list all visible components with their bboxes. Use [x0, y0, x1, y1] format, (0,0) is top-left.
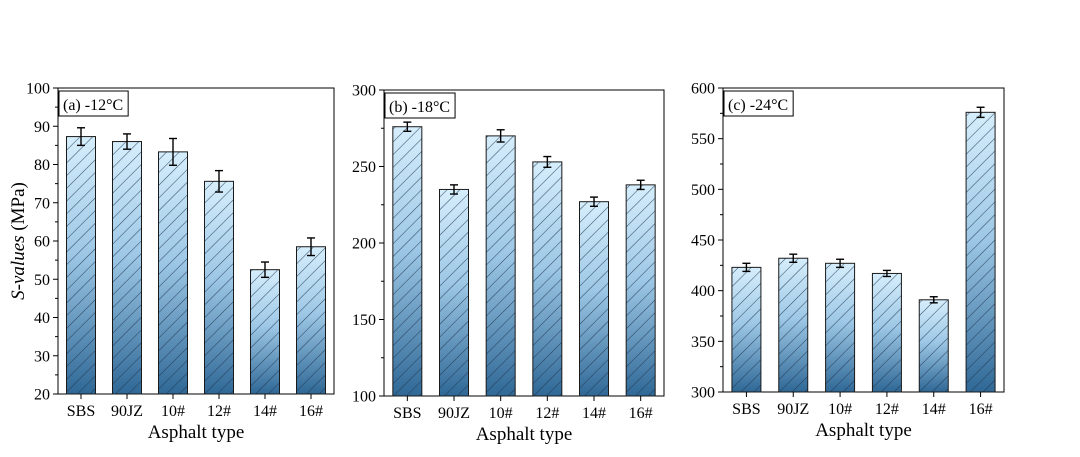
x-tick-label: 16#	[629, 405, 653, 422]
x-tick-label: 12#	[207, 403, 231, 420]
bar-hatch	[825, 262, 856, 393]
x-tick-label: 90JZ	[111, 403, 143, 420]
y-axis-title-unit: (MPa)	[8, 182, 29, 235]
y-tick-label: 500	[691, 182, 715, 199]
x-axis-title: Asphalt type	[815, 420, 912, 441]
panel-label-box	[58, 90, 129, 117]
panel-b: 100 150 200 250 300 SBS 90JZ 10# 12# 14# 16# Asphal…	[352, 83, 665, 445]
panel-a: 20 30 40 50 60 70 80 90 100 SBS 90JZ 10# 12# 14# 16# As…	[26, 81, 335, 443]
bar-hatch	[579, 201, 609, 397]
bar-hatch	[66, 136, 96, 395]
y-axis-title-italic: S-values	[8, 235, 29, 299]
x-tick-label: 14#	[253, 403, 277, 420]
bar-hatch	[965, 111, 996, 393]
x-tick-label: 14#	[922, 401, 946, 418]
plot-frame	[57, 87, 335, 395]
y-tick-label: 300	[352, 83, 376, 100]
panel-label-box	[723, 90, 794, 117]
bar-hatch	[112, 141, 142, 395]
y-tick-label: 350	[691, 334, 715, 351]
panel-label-box	[384, 92, 456, 119]
plot-frame	[722, 87, 1005, 393]
bar-hatch	[778, 257, 809, 393]
y-tick-label: 300	[691, 385, 715, 402]
bar-hatch	[532, 161, 563, 397]
y-tick-label: 250	[352, 159, 376, 176]
y-tick-label: 100	[352, 389, 376, 406]
y-tick-label: 30	[34, 348, 50, 365]
y-tick-label: 100	[26, 81, 50, 98]
y-tick-label: 50	[34, 272, 50, 289]
x-tick-label: 16#	[969, 401, 993, 418]
plot-frame	[383, 89, 665, 397]
bar-hatch	[731, 266, 762, 393]
panel-label: (b) -18°C	[389, 99, 450, 116]
x-axis-title: Asphalt type	[476, 424, 573, 445]
x-tick-label: 10#	[489, 405, 513, 422]
x-tick-label: SBS	[393, 405, 421, 422]
y-tick-label: 450	[691, 233, 715, 250]
x-tick-label: 12#	[535, 405, 559, 422]
x-tick-label: 90JZ	[777, 401, 809, 418]
y-tick-label: 80	[34, 157, 50, 174]
bar-hatch	[485, 135, 516, 397]
x-tick-label: 14#	[582, 405, 606, 422]
x-tick-label: 12#	[875, 401, 899, 418]
y-tick-label: 400	[691, 283, 715, 300]
x-tick-label: 10#	[161, 403, 185, 420]
y-tick-label: 40	[34, 310, 50, 327]
x-tick-label: 10#	[828, 401, 852, 418]
panel-c: 300 350 400 450 500 550 600 SBS 90JZ 10# 12# 14# 16#…	[691, 81, 1005, 441]
y-axis-title: S-values (MPa)	[8, 182, 29, 300]
bar-hatch	[918, 299, 949, 393]
y-tick-label: 90	[34, 119, 50, 136]
bar-hatch	[296, 246, 326, 395]
y-tick-label: 70	[34, 195, 50, 212]
x-tick-label: SBS	[67, 403, 95, 420]
x-axis-title: Asphalt type	[148, 422, 245, 443]
bar-hatch	[871, 272, 902, 393]
y-tick-label: 20	[34, 387, 50, 404]
bar-hatch	[204, 180, 234, 395]
x-tick-label: SBS	[732, 401, 760, 418]
x-tick-label: 90JZ	[438, 405, 470, 422]
y-tick-label: 600	[691, 81, 715, 98]
panel-label: (a) -12°C	[63, 97, 123, 114]
bar-hatch	[625, 184, 656, 397]
y-tick-label: 200	[352, 236, 376, 253]
bar-hatch	[158, 151, 188, 395]
panel-label: (c) -24°C	[728, 97, 788, 114]
y-tick-label: 150	[352, 312, 376, 329]
bar-hatch	[250, 269, 280, 395]
bar-hatch	[439, 188, 469, 397]
y-tick-label: 60	[34, 234, 50, 251]
bar-hatch	[392, 126, 423, 397]
x-tick-label: 16#	[299, 403, 323, 420]
y-tick-label: 550	[691, 131, 715, 148]
